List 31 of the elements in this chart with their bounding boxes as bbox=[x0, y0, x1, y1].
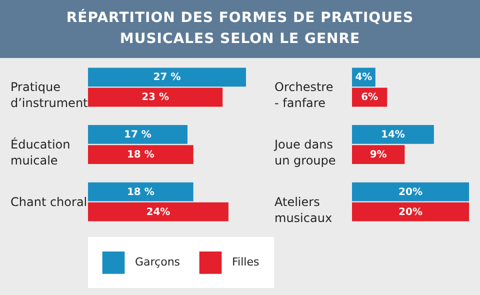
legend-label: Filles bbox=[232, 256, 260, 269]
bar bbox=[88, 125, 188, 144]
bar bbox=[88, 202, 228, 222]
data-label: 6% bbox=[361, 92, 378, 104]
data-label: 27 % bbox=[153, 72, 181, 84]
y-tick-label: Orchestre - fanfare bbox=[274, 80, 334, 110]
bar bbox=[88, 68, 246, 87]
data-label: 20% bbox=[398, 206, 422, 218]
data-label: 9% bbox=[370, 150, 387, 161]
y-tick-label: Pratique d’instrument bbox=[10, 80, 88, 110]
data-label: 20% bbox=[398, 186, 422, 198]
y-tick-label: Ateliers musicaux bbox=[274, 194, 332, 225]
bar bbox=[352, 182, 470, 202]
data-label: 14% bbox=[380, 129, 405, 140]
data-label: 18 % bbox=[126, 150, 154, 161]
y-tick-label: Chant choral bbox=[10, 194, 88, 209]
bar bbox=[352, 145, 405, 164]
data-label: 23 % bbox=[142, 92, 170, 104]
legend-label: Garçons bbox=[135, 256, 180, 269]
data-label: 18 % bbox=[126, 186, 154, 198]
chart-title: RÉPARTITION DES FORMES DE PRATIQUES MUSICALES SELON LE GENRE bbox=[0, 0, 480, 58]
data-label: 17 % bbox=[124, 129, 152, 140]
bar bbox=[352, 202, 470, 222]
bar bbox=[352, 125, 434, 144]
y-tick-label: Éducation muicale bbox=[10, 136, 70, 168]
data-label: 24% bbox=[146, 206, 170, 218]
data-label: 4% bbox=[355, 72, 372, 84]
y-tick-label: Joue dans un groupe bbox=[274, 138, 336, 168]
bar bbox=[88, 182, 194, 202]
bar bbox=[88, 88, 223, 107]
bar bbox=[88, 145, 194, 164]
